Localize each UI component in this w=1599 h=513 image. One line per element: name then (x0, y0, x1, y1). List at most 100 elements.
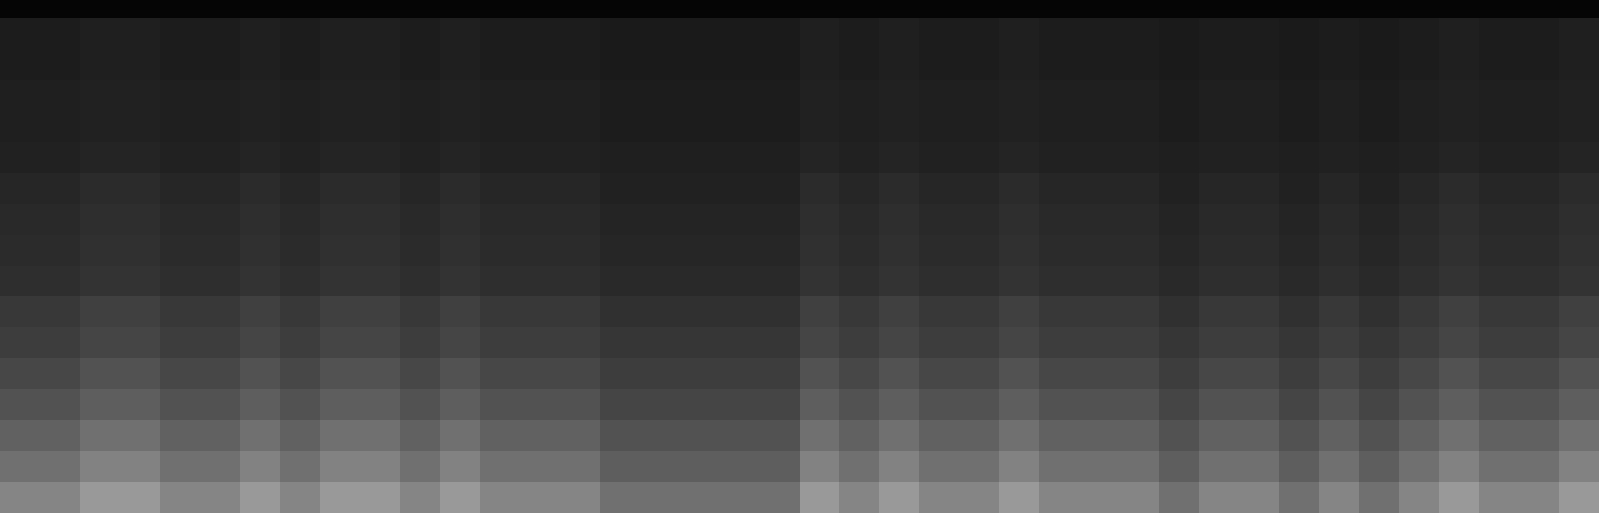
cell (1199, 482, 1239, 513)
cell (1239, 389, 1279, 420)
cell (400, 266, 440, 297)
cell (1199, 327, 1239, 358)
cell (1239, 173, 1279, 204)
cell (600, 235, 640, 266)
cell (1239, 49, 1279, 80)
cell (400, 204, 440, 235)
cell (999, 49, 1039, 80)
cell (720, 420, 760, 451)
cell (160, 296, 200, 327)
cell (560, 80, 600, 111)
cell (600, 204, 640, 235)
cell (80, 389, 120, 420)
cell (680, 327, 720, 358)
cell (879, 327, 919, 358)
cell (879, 296, 919, 327)
cell (999, 420, 1039, 451)
cell (120, 235, 160, 266)
cell (959, 358, 999, 389)
cell (760, 389, 800, 420)
cell (1519, 266, 1559, 297)
cell (999, 451, 1039, 482)
cell (1399, 296, 1439, 327)
cell (200, 18, 240, 49)
cell (1039, 204, 1079, 235)
cell (1439, 142, 1479, 173)
cell (1559, 235, 1599, 266)
cell (1399, 111, 1439, 142)
cell (1279, 451, 1319, 482)
cell (1399, 204, 1439, 235)
cell (1519, 420, 1559, 451)
cell (280, 389, 320, 420)
cell (1359, 18, 1399, 49)
cell (1359, 204, 1399, 235)
cell (0, 420, 40, 451)
cell (600, 111, 640, 142)
cell (560, 420, 600, 451)
cell (1479, 451, 1519, 482)
cell (120, 142, 160, 173)
cell (720, 235, 760, 266)
cell (200, 451, 240, 482)
cell (1559, 451, 1599, 482)
cell (200, 389, 240, 420)
cell (1159, 49, 1199, 80)
cell (480, 80, 520, 111)
cell (440, 389, 480, 420)
cell (240, 420, 280, 451)
cell (919, 49, 959, 80)
cell (720, 18, 760, 49)
cell (1519, 18, 1559, 49)
cell (1159, 266, 1199, 297)
cell (320, 142, 360, 173)
cell (879, 142, 919, 173)
cell (1319, 49, 1359, 80)
cell (1119, 266, 1159, 297)
cell (600, 49, 640, 80)
cell (640, 142, 680, 173)
cell (879, 204, 919, 235)
cell (360, 49, 400, 80)
cell (1399, 327, 1439, 358)
cell (919, 18, 959, 49)
cell (1399, 49, 1439, 80)
cell (280, 327, 320, 358)
cell (1239, 420, 1279, 451)
cell (1519, 204, 1559, 235)
background (0, 0, 1599, 513)
cell (520, 296, 560, 327)
cell (560, 111, 600, 142)
cell (40, 18, 80, 49)
cell (1119, 389, 1159, 420)
cell (919, 142, 959, 173)
cell (1039, 420, 1079, 451)
cell (1119, 327, 1159, 358)
cell (40, 111, 80, 142)
cell (959, 451, 999, 482)
cell (1119, 235, 1159, 266)
cell (440, 420, 480, 451)
cell (1319, 18, 1359, 49)
cell (520, 173, 560, 204)
cell (1519, 173, 1559, 204)
cell (480, 49, 520, 80)
cell (1039, 18, 1079, 49)
cell (680, 18, 720, 49)
cell (160, 358, 200, 389)
cell (1359, 451, 1399, 482)
cell (839, 173, 879, 204)
cell (560, 173, 600, 204)
cell (1359, 482, 1399, 513)
cell (40, 420, 80, 451)
cell (440, 80, 480, 111)
cell (1159, 204, 1199, 235)
cell (680, 266, 720, 297)
cell (560, 18, 600, 49)
cell (280, 420, 320, 451)
cell (600, 266, 640, 297)
cell (919, 204, 959, 235)
cell (760, 204, 800, 235)
cell (120, 18, 160, 49)
cell (480, 451, 520, 482)
